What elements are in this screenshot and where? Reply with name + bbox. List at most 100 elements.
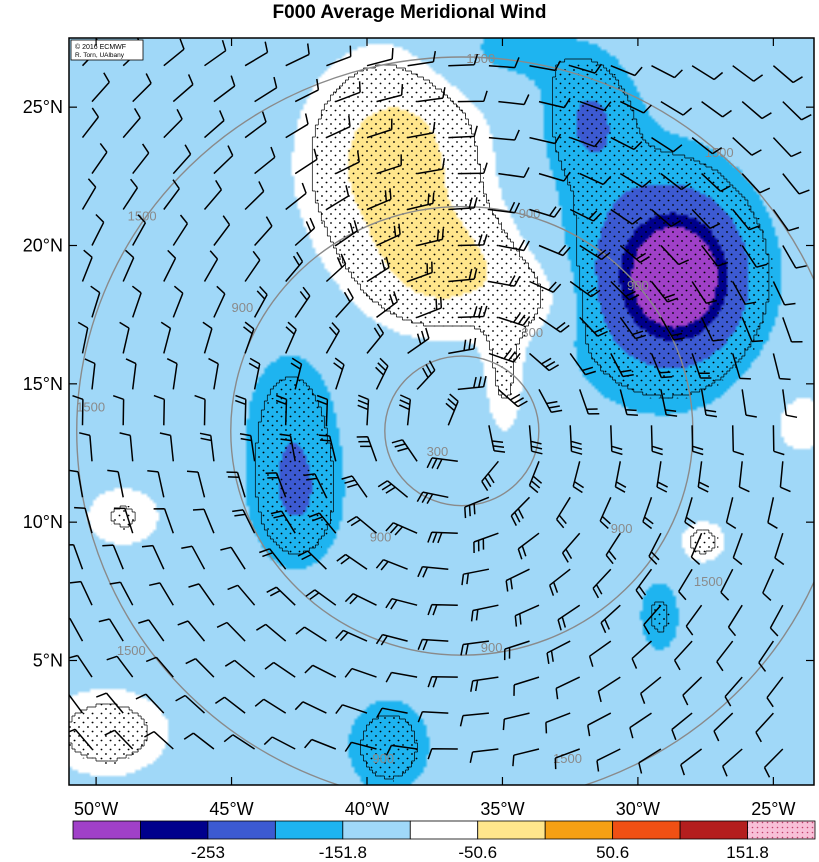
- y-tick-label: 10°N: [23, 512, 63, 532]
- wind-barb: [256, 623, 287, 642]
- wind-barb: [346, 515, 377, 534]
- wind-barb: [588, 640, 612, 667]
- wind-barb: [254, 76, 278, 103]
- wind-barb: [376, 84, 404, 103]
- colorbar-swatch: [679, 820, 748, 840]
- range-ring-label: 900: [519, 206, 541, 221]
- wind-barb: [285, 321, 297, 354]
- wind-barb: [305, 589, 337, 606]
- wind-barb: [772, 425, 785, 456]
- wind-barb: [772, 137, 802, 158]
- wind-barb: [285, 251, 304, 282]
- wind-barb: [498, 312, 531, 327]
- wind-barb: [213, 75, 236, 103]
- wind-barb: [248, 357, 261, 390]
- wind-barb: [194, 394, 206, 426]
- wind-barb: [731, 425, 745, 456]
- wind-barb: [81, 107, 100, 139]
- wind-barb: [91, 72, 110, 103]
- wind-barb: [720, 568, 734, 601]
- x-tick-label: 40°W: [345, 799, 389, 819]
- wind-barb: [660, 100, 693, 116]
- wind-barb: [417, 638, 449, 651]
- wind-barb: [172, 144, 192, 175]
- x-tick-label: 25°W: [751, 799, 795, 819]
- wind-barb: [554, 748, 580, 770]
- wind-barb: [610, 208, 642, 225]
- wind-barb: [91, 213, 105, 246]
- wind-barb: [502, 712, 530, 731]
- wind-barb: [769, 604, 784, 637]
- y-axis: 5°N 10°N 15°N 20°N 25°N: [23, 97, 814, 671]
- wind-barb: [192, 508, 215, 534]
- wind-barb: [335, 81, 361, 103]
- wind-barb: [213, 285, 226, 318]
- wind-barb: [741, 245, 768, 268]
- wind-barb: [578, 389, 600, 415]
- wind-barb: [732, 137, 762, 156]
- wind-barb: [112, 394, 125, 426]
- wind-barb: [724, 676, 743, 707]
- wind-barb: [691, 425, 704, 456]
- wind-barb: [69, 654, 93, 678]
- wind-barb: [185, 658, 215, 678]
- wind-barb: [619, 244, 650, 264]
- credit-line-2: R. Torn, UAlbany: [75, 52, 125, 59]
- wind-barb: [512, 748, 540, 767]
- wind-barb: [610, 65, 643, 77]
- wind-barb: [473, 532, 499, 554]
- wind-barb: [177, 620, 206, 642]
- wind-barb: [244, 181, 265, 211]
- wind-barb: [538, 316, 570, 333]
- wind-barb: [766, 676, 784, 708]
- colorbar-swatch: [207, 820, 276, 840]
- wind-barb: [481, 460, 499, 491]
- wind-barb: [610, 136, 643, 151]
- wind-barb: [569, 352, 597, 376]
- wind-barb: [297, 550, 327, 570]
- wind-barb: [259, 548, 287, 570]
- wind-barb: [172, 214, 189, 246]
- wind-barb: [599, 496, 612, 529]
- x-tick-label: 30°W: [616, 799, 660, 819]
- wind-barb: [407, 50, 437, 67]
- wind-barb: [98, 618, 124, 642]
- wind-barb: [153, 394, 166, 426]
- wind-barb: [782, 389, 798, 419]
- wind-barb: [203, 180, 223, 210]
- wind-barb: [631, 640, 653, 669]
- wind-barb: [357, 394, 370, 426]
- range-ring-1500: [76, 56, 814, 785]
- wind-barb: [569, 425, 583, 455]
- wind-barb: [109, 581, 134, 606]
- wind-barb: [488, 425, 506, 453]
- wind-barb: [213, 145, 234, 175]
- wind-barb: [701, 100, 732, 118]
- wind-barb: [762, 568, 775, 601]
- wind-barb: [600, 604, 621, 634]
- wind-barb: [188, 583, 215, 606]
- x-axis: 50°W 45°W 40°W 35°W 30°W 25°W: [74, 38, 795, 819]
- wind-barb: [763, 748, 784, 778]
- range-ring-label: 900: [481, 640, 503, 655]
- colorbar-swatch: [342, 820, 411, 840]
- wind-barb: [119, 432, 134, 462]
- wind-barb: [81, 178, 97, 210]
- plot-area: 300 300 900 900 900 900 900 900 1500 1500 1500 1500…: [68, 37, 815, 786]
- wind-barb: [660, 173, 692, 191]
- wind-barb: [592, 568, 612, 599]
- colorbar-swatch: [140, 820, 209, 840]
- wind-barb: [619, 172, 652, 188]
- wind-barb: [648, 532, 662, 565]
- wind-barb: [690, 532, 703, 565]
- wind-barb: [448, 125, 478, 139]
- wind-barb: [147, 470, 165, 498]
- colorbar-label: -50.6: [458, 843, 497, 862]
- wind-barb: [341, 475, 368, 498]
- colorbar-swatch: [747, 820, 816, 840]
- wind-barb: [163, 249, 177, 282]
- wind-barb: [79, 432, 93, 462]
- wind-barb: [700, 389, 718, 418]
- wind-barb: [691, 137, 723, 155]
- wind-barb: [445, 393, 459, 426]
